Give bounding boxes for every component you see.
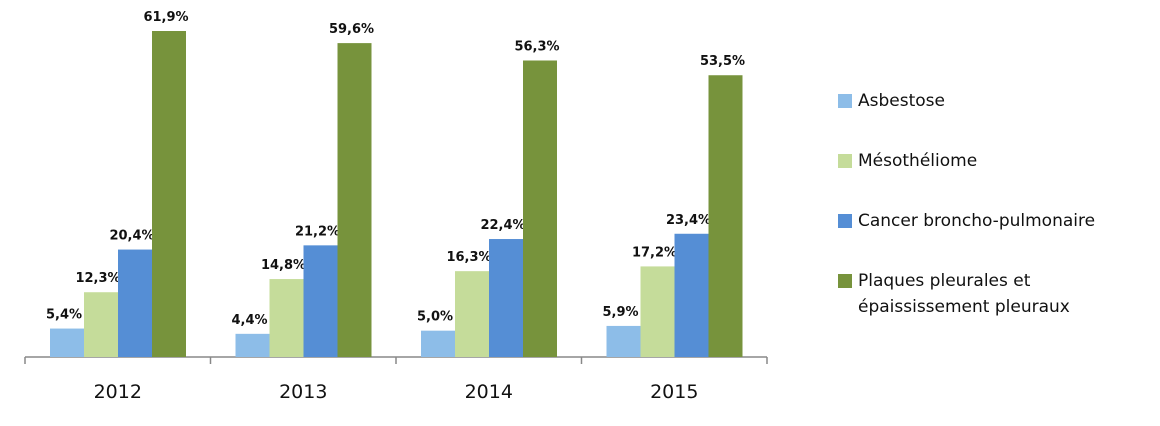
bar-2: [674, 233, 709, 357]
data-label: 16,3%: [446, 250, 491, 265]
bar-2: [489, 239, 523, 357]
legend-swatch: [838, 94, 852, 108]
x-tick-label: 2014: [465, 381, 513, 403]
bar-3: [523, 60, 557, 357]
bar-3: [337, 43, 372, 357]
legend-swatch: [838, 154, 852, 168]
bar-1: [640, 266, 675, 357]
data-label: 59,6%: [329, 22, 374, 37]
data-label: 5,0%: [417, 310, 453, 325]
bar-1: [84, 292, 118, 357]
legend-item: Mésothéliome: [838, 148, 1095, 174]
data-label: 14,8%: [261, 258, 306, 273]
bar-1: [269, 279, 304, 357]
data-label: 21,2%: [295, 224, 340, 239]
bar-2: [303, 245, 338, 357]
legend: Asbestose Mésothéliome Cancer broncho-pulm…: [838, 88, 1095, 354]
data-label: 23,4%: [666, 213, 711, 228]
data-label: 4,4%: [231, 313, 267, 328]
data-label: 53,5%: [700, 54, 745, 69]
data-label: 5,9%: [602, 305, 638, 320]
data-label: 61,9%: [143, 10, 188, 25]
data-label: 5,4%: [46, 308, 82, 323]
data-label: 17,2%: [632, 245, 677, 260]
legend-label: Asbestose: [858, 91, 945, 111]
legend-swatch: [838, 214, 852, 228]
data-label: 12,3%: [75, 271, 120, 286]
bar-1: [455, 271, 489, 357]
bar-2: [118, 249, 152, 357]
bar-3: [152, 31, 186, 357]
bar-3: [708, 75, 743, 357]
legend-label: Mésothéliome: [858, 151, 978, 171]
bar-0: [235, 333, 270, 357]
x-tick-label: 2015: [650, 381, 698, 403]
x-tick-label: 2013: [279, 381, 327, 403]
legend-item: Asbestose: [838, 88, 1095, 114]
data-label: 22,4%: [480, 218, 525, 233]
legend-swatch: [838, 274, 852, 288]
data-label: 56,3%: [514, 39, 559, 54]
legend-label: Cancer broncho-pulmonaire: [858, 211, 1096, 231]
x-tick-label: 2012: [94, 381, 142, 403]
bar-0: [50, 328, 84, 357]
legend-item: Cancer broncho-pulmonaire: [838, 208, 1095, 234]
bar-0: [421, 330, 455, 357]
bar-chart: 2012 5,4% 12,3% 20,4% 61,9% 2013 4,4% 14,8% 21,2…: [24, 10, 768, 403]
legend-item: Plaques pleurales et épaississement pleur…: [838, 268, 1095, 320]
data-label: 20,4%: [109, 229, 154, 244]
bar-0: [606, 325, 641, 357]
legend-label: Plaques pleurales et épaississement pleur…: [858, 271, 1070, 317]
